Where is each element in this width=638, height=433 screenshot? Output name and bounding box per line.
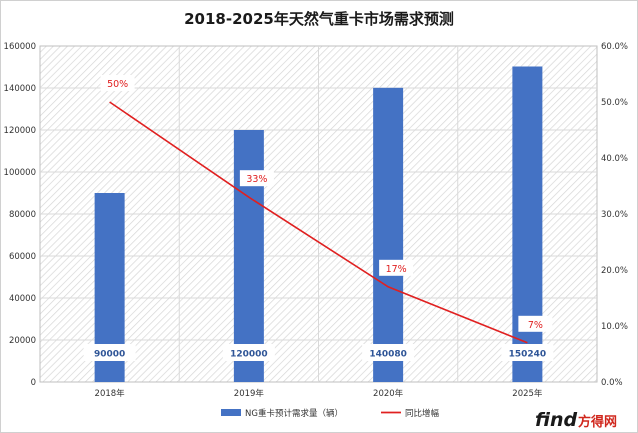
- bar-label-box: [83, 344, 136, 361]
- bar: [373, 87, 404, 382]
- right-axis-tick-label: 50.0%: [601, 98, 628, 108]
- chart-title: 2018-2025年天然气重卡市场需求预测: [184, 10, 454, 28]
- left-axis-tick-label: 20000: [9, 336, 36, 346]
- line-data-label: 17%: [386, 264, 407, 275]
- bar-data-label: 150240: [509, 350, 547, 360]
- right-axis-ticks: 0.0% 10.0% 20.0% 30.0% 40.0% 50.0% 60.0%: [601, 42, 628, 388]
- bar-label-box: [362, 344, 415, 361]
- growth-line: [109, 101, 528, 344]
- line-label-box: [239, 170, 274, 187]
- right-axis-tick-label: 10.0%: [601, 322, 628, 332]
- left-axis-tick-label: 60000: [9, 252, 36, 262]
- watermark-logo: find 方得网: [535, 409, 617, 431]
- bar: [512, 66, 543, 382]
- line-series: 50% 33% 17% 7%: [100, 75, 553, 344]
- category-label: 2019年: [234, 388, 265, 399]
- legend-label-line: 同比增幅: [405, 408, 440, 419]
- bar-label-box: [222, 344, 275, 361]
- left-axis-tick-label: 120000: [4, 126, 36, 136]
- legend-swatch-bar: [221, 409, 241, 416]
- left-axis-tick-label: 100000: [4, 168, 36, 178]
- left-axis-tick-label: 0: [31, 378, 36, 388]
- right-axis-tick-label: 30.0%: [601, 210, 628, 220]
- category-axis-labels: 2018年 2019年 2020年 2025年: [95, 388, 543, 399]
- left-axis-tick-label: 160000: [4, 42, 36, 52]
- line-data-label: 50%: [107, 79, 128, 90]
- bar-data-label: 120000: [230, 350, 268, 360]
- legend: NG重卡预计需求量（辆） 同比增幅: [221, 408, 440, 419]
- svg-text:方得网: 方得网: [578, 414, 617, 430]
- right-axis-tick-label: 0.0%: [601, 378, 623, 388]
- bar-label-box: [501, 344, 554, 361]
- legend-label-bar: NG重卡预计需求量（辆）: [245, 408, 343, 419]
- line-data-label: 7%: [528, 320, 543, 331]
- category-label: 2025年: [512, 388, 543, 399]
- right-axis-tick-label: 60.0%: [601, 42, 628, 52]
- left-axis-tick-label: 40000: [9, 294, 36, 304]
- line-label-box: [379, 259, 414, 276]
- grid-lines: [40, 46, 597, 382]
- left-axis-ticks: 0 20000 40000 60000 80000 100000 120000 140000 1…: [4, 42, 36, 388]
- left-axis-tick-label: 80000: [9, 210, 36, 220]
- line-label-box: [100, 75, 135, 91]
- svg-text:find: find: [535, 409, 577, 431]
- right-axis-tick-label: 20.0%: [601, 266, 628, 276]
- bar-data-label: 90000: [94, 350, 125, 360]
- bar-data-label: 140080: [369, 350, 407, 360]
- category-label: 2020年: [373, 388, 404, 399]
- line-label-box: [518, 315, 553, 332]
- right-axis-tick-label: 40.0%: [601, 154, 628, 164]
- left-axis-tick-label: 140000: [4, 84, 36, 94]
- line-data-label: 33%: [246, 174, 267, 185]
- category-label: 2018年: [95, 388, 126, 399]
